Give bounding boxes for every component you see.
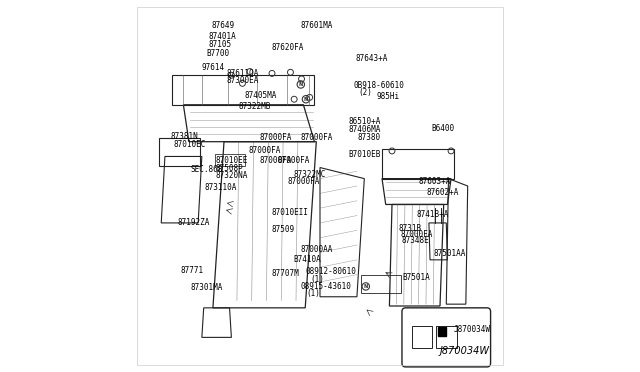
Text: 87381N: 87381N (170, 132, 198, 141)
Text: B7501A: B7501A (402, 273, 429, 282)
Text: 87000FA: 87000FA (301, 133, 333, 142)
Text: (1): (1) (306, 289, 320, 298)
Text: 87000AA: 87000AA (301, 245, 333, 254)
Text: 87320NA: 87320NA (216, 171, 248, 180)
Text: 08915-43610: 08915-43610 (301, 282, 351, 291)
Text: 86510+A: 86510+A (349, 117, 381, 126)
Text: 87301MA: 87301MA (190, 283, 223, 292)
Text: 87405MA: 87405MA (244, 91, 276, 100)
Text: 87643+A: 87643+A (355, 54, 387, 63)
Bar (438, 327, 446, 336)
Text: J870034W: J870034W (440, 346, 490, 356)
Text: B7010EB: B7010EB (349, 150, 381, 159)
Text: 87707M: 87707M (271, 269, 299, 278)
Text: 87000FA: 87000FA (259, 133, 291, 142)
Text: 87401A: 87401A (209, 32, 236, 41)
Text: 87603+A: 87603+A (419, 177, 451, 186)
Text: 873110A: 873110A (205, 183, 237, 192)
Text: 87322MB: 87322MB (238, 102, 271, 111)
Text: 87010EE: 87010EE (216, 156, 248, 166)
Text: N: N (304, 97, 308, 102)
Text: N: N (299, 82, 303, 87)
Text: (1): (1) (311, 275, 324, 283)
Text: 985Hi: 985Hi (376, 92, 399, 101)
Text: 87105: 87105 (209, 41, 232, 49)
Bar (412, 326, 432, 349)
Text: B6400: B6400 (431, 124, 454, 133)
Text: 0B918-60610: 0B918-60610 (354, 81, 405, 90)
Text: 87601MA: 87601MA (301, 21, 333, 30)
Text: 8741B+A: 8741B+A (417, 210, 449, 219)
Text: 87000FA: 87000FA (401, 230, 433, 239)
Text: 87010EII: 87010EII (271, 208, 308, 217)
Text: 87000FA: 87000FA (259, 156, 291, 166)
Text: 87611QA: 87611QA (227, 69, 259, 78)
Text: 87000FA: 87000FA (287, 177, 320, 186)
Text: 87348E: 87348E (402, 236, 429, 245)
Text: 87322MC: 87322MC (293, 170, 326, 179)
Text: 87300EA: 87300EA (227, 76, 259, 85)
Text: (2): (2) (359, 89, 372, 97)
Text: B7700: B7700 (207, 49, 230, 58)
Text: 87010EC: 87010EC (173, 140, 205, 149)
Text: 87000FA: 87000FA (248, 147, 280, 155)
Text: 87000FA: 87000FA (278, 156, 310, 166)
Text: 87602+A: 87602+A (426, 188, 459, 197)
Text: SEC.868: SEC.868 (190, 165, 223, 174)
Text: 87649: 87649 (211, 21, 234, 30)
Text: 8731B: 8731B (398, 224, 421, 233)
Text: B7410A: B7410A (293, 254, 321, 264)
Text: 87406MA: 87406MA (349, 125, 381, 134)
Text: 87771: 87771 (180, 266, 204, 275)
Text: 87380: 87380 (358, 133, 381, 142)
Text: N: N (364, 284, 368, 289)
Text: 97614: 97614 (201, 62, 224, 72)
Text: 87192ZA: 87192ZA (178, 218, 210, 227)
Text: 87508P: 87508P (216, 164, 244, 173)
Text: 87509: 87509 (271, 225, 294, 234)
Bar (436, 326, 456, 349)
Text: J870034W: J870034W (454, 325, 491, 334)
Text: 87620FA: 87620FA (271, 43, 303, 52)
Text: 08912-80610: 08912-80610 (306, 267, 357, 276)
Text: 87501AA: 87501AA (434, 249, 466, 258)
